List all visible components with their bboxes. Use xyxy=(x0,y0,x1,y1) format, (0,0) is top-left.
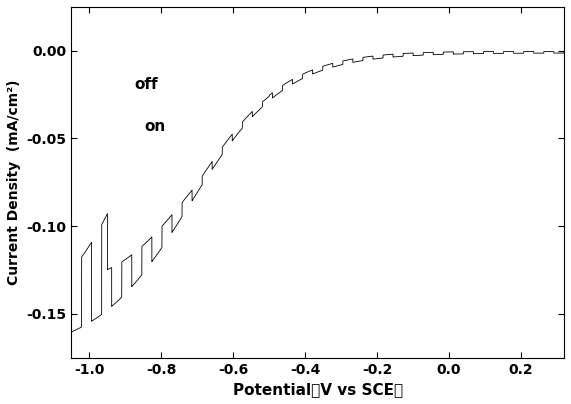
X-axis label: Potential（V vs SCE）: Potential（V vs SCE） xyxy=(233,382,403,397)
Text: on: on xyxy=(144,120,166,135)
Text: off: off xyxy=(134,77,158,93)
Y-axis label: Current Density  (mA/cm²): Current Density (mA/cm²) xyxy=(7,80,21,285)
